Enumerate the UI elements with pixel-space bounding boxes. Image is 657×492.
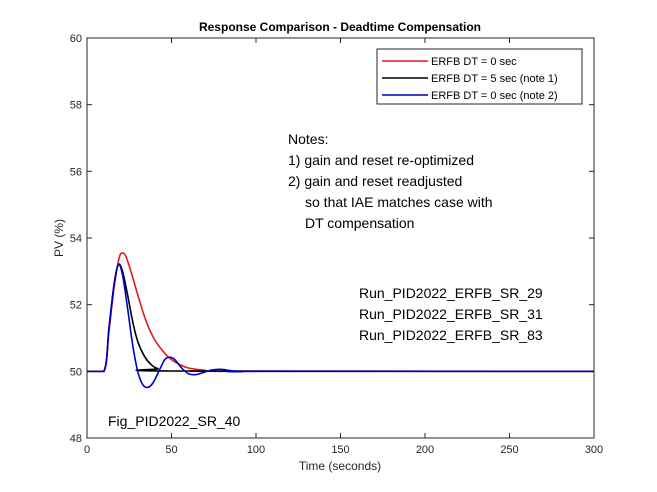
legend-entry: ERFB DT = 0 sec [431, 56, 517, 68]
figure-id: Fig_PID2022_SR_40 [108, 413, 241, 429]
y-tick-label: 56 [70, 166, 82, 178]
run-id: Run_PID2022_ERFB_SR_29 [359, 285, 543, 301]
y-tick-label: 48 [70, 433, 82, 445]
note-line: Notes: [288, 131, 328, 147]
x-tick-label: 50 [165, 444, 177, 456]
run-id: Run_PID2022_ERFB_SR_83 [359, 327, 543, 343]
run-ids-annotation: Run_PID2022_ERFB_SR_29 Run_PID2022_ERFB_… [359, 285, 543, 343]
notes-annotation: Notes: 1) gain and reset re-optimized 2)… [288, 131, 493, 231]
x-tick-label: 150 [331, 444, 349, 456]
chart-title: Response Comparison - Deadtime Compensat… [199, 20, 481, 34]
note-line: DT compensation [305, 215, 414, 231]
x-axis-label: Time (seconds) [299, 459, 381, 473]
run-id: Run_PID2022_ERFB_SR_31 [359, 306, 543, 322]
y-tick-label: 60 [70, 33, 82, 45]
x-tick-label: 300 [585, 444, 603, 456]
note-line: 2) gain and reset readjusted [288, 173, 462, 189]
legend-entry: ERFB DT = 5 sec (note 1) [431, 73, 558, 85]
legend-entry: ERFB DT = 0 sec (note 2) [431, 90, 558, 102]
y-axis-label: PV (%) [52, 219, 66, 257]
x-tick-label: 200 [416, 444, 434, 456]
x-tick-label: 100 [247, 444, 265, 456]
y-tick-label: 50 [70, 366, 82, 378]
legend: ERFB DT = 0 sec ERFB DT = 5 sec (note 1) E… [376, 48, 583, 105]
x-tick-label: 0 [84, 444, 90, 456]
y-tick-label: 54 [70, 233, 82, 245]
y-tick-label: 52 [70, 300, 82, 312]
note-line: so that IAE matches case with [305, 194, 493, 210]
note-line: 1) gain and reset re-optimized [288, 152, 474, 168]
series-line-2 [87, 263, 594, 389]
y-tick-label: 58 [70, 100, 82, 112]
x-tick-label: 250 [500, 444, 518, 456]
